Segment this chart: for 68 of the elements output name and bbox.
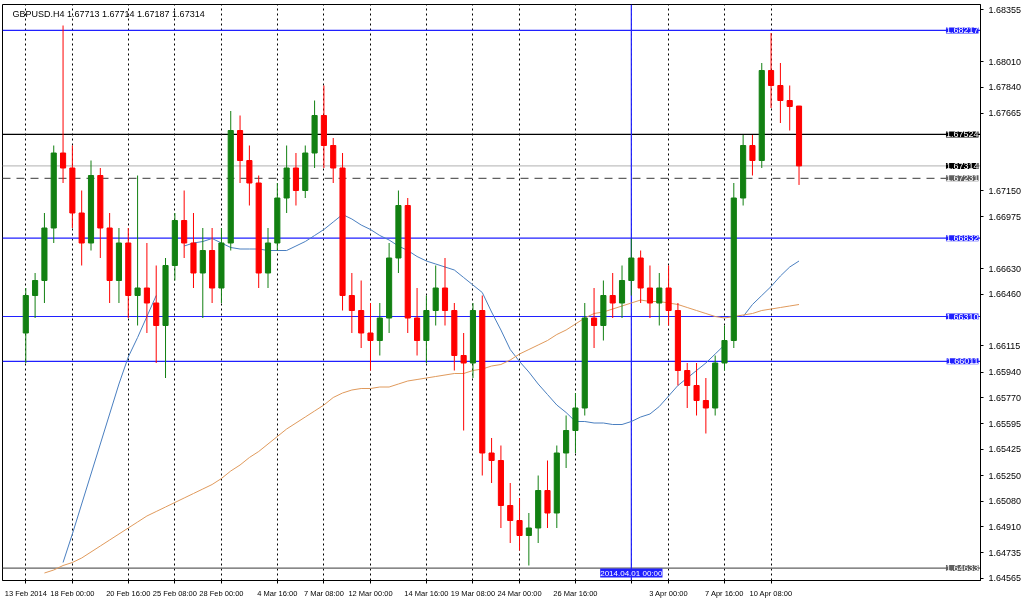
candlestick: [721, 325, 728, 371]
ref-line-label: 1.67314: [945, 160, 979, 171]
candlestick: [143, 242, 150, 334]
candlestick: [441, 257, 449, 326]
y-tick-label: 1.65250: [988, 470, 1022, 481]
y-tick-label: 1.66460: [988, 289, 1022, 299]
candlestick: [656, 272, 663, 326]
y-tick-label: 1.64735: [988, 547, 1022, 558]
y-tick-label: 1.67840: [988, 82, 1022, 92]
candlestick: [563, 415, 570, 469]
candlestick: [684, 362, 691, 409]
candlestick: [516, 497, 523, 551]
ref-line-label: 1.64633: [945, 563, 979, 574]
candlestick: [199, 227, 206, 319]
y-tick-label: 1.64910: [988, 521, 1022, 532]
candlestick: [460, 332, 467, 431]
y-tick-label: 1.67665: [988, 108, 1022, 119]
candlestick: [376, 302, 383, 356]
y-tick-label: 1.65080: [988, 496, 1022, 506]
candlestick: [32, 272, 39, 319]
y-tick-label: 1.68355: [988, 4, 1022, 15]
candlestick: [181, 190, 188, 259]
y-tick-label: 1.66975: [988, 211, 1022, 222]
candlestick: [153, 265, 160, 364]
candlestick: [768, 32, 775, 109]
chart-title: GBPUSD.H4 1.67713 1.67714 1.67187 1.67314: [12, 8, 205, 19]
candlestick: [246, 145, 253, 206]
candlestick: [134, 175, 141, 326]
candlestick: [628, 238, 635, 296]
ref-line-label: 1.66011: [946, 356, 979, 367]
ref-line-label: 1.66832: [945, 233, 979, 244]
candlestick: [544, 460, 551, 529]
candlestick: [367, 302, 374, 371]
y-tick-label: 1.66115: [988, 340, 1021, 351]
y-tick-label: 1.65425: [988, 444, 1022, 455]
candlestick: [702, 377, 709, 434]
candlestick: [348, 272, 355, 334]
candlestick: [665, 265, 672, 326]
x-tick-label: 2014.04.01 00:00: [600, 568, 664, 578]
candlestick: [414, 287, 421, 356]
candlestick: [59, 25, 67, 184]
candlestick: [693, 362, 700, 416]
candlestick: [525, 512, 532, 566]
y-tick-label: 1.66630: [988, 263, 1022, 274]
candlestick: [786, 85, 793, 131]
candlestick: [292, 152, 300, 206]
y-tick-label: 1.64565: [988, 573, 1022, 584]
y-tick-label: 1.65770: [988, 392, 1022, 403]
candlestick: [749, 134, 756, 176]
ref-line-label: 1.68217: [945, 25, 979, 36]
y-tick-label: 1.68010: [988, 56, 1022, 67]
ref-line-label: 1.66310: [945, 311, 979, 322]
candlestick: [330, 137, 337, 184]
candlestick: [488, 437, 495, 484]
candlestick: [358, 280, 365, 349]
candlestick: [591, 287, 598, 349]
candlestick: [572, 392, 579, 454]
candlestick: [777, 62, 784, 124]
candlestick: [646, 265, 654, 319]
candlestick: [507, 482, 514, 544]
candlestick: [432, 265, 439, 326]
ref-line-label: 1.67524: [945, 129, 979, 140]
y-tick-label: 1.65595: [988, 418, 1022, 429]
y-tick-label: 1.67150: [988, 185, 1022, 196]
ref-line-label: 1.67231: [945, 173, 979, 184]
candlestick: [618, 265, 626, 319]
y-tick-label: 1.65940: [988, 367, 1022, 377]
candlestick: [609, 272, 616, 319]
